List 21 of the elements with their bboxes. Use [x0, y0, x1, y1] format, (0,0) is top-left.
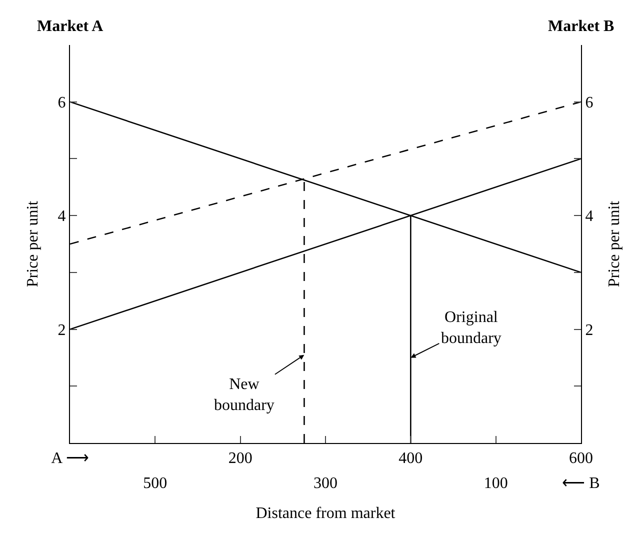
- y-tick-label: 2: [58, 322, 66, 339]
- x-tick-label: 600: [569, 450, 593, 468]
- y2-tick-label: 4: [585, 208, 594, 226]
- x2-tick-label: 100: [484, 475, 508, 492]
- x-tick-label: A ⟶: [51, 450, 89, 468]
- text: Market A: [37, 18, 104, 35]
- y-tick-label: 4: [58, 208, 66, 226]
- x-tick-label: 200: [228, 450, 252, 468]
- x2-tick-label: 300: [314, 475, 338, 492]
- y2-axis-title: Price per unit: [606, 200, 623, 288]
- y2-tick-label: 6: [585, 94, 594, 112]
- x2-tick-label: ⟵ B: [562, 475, 600, 492]
- text: Market B: [548, 18, 615, 35]
- annotation: New boundary: [214, 376, 274, 414]
- y-tick-label: 6: [58, 94, 66, 112]
- x2-tick-label: 500: [143, 475, 168, 492]
- y2-tick-label: 2: [585, 322, 594, 339]
- y-axis-title: Price per unit: [24, 200, 42, 288]
- x-tick-label: 400: [398, 450, 423, 468]
- annotation: Original boundary: [441, 309, 502, 347]
- x-axis-title: Distance from market: [256, 504, 396, 522]
